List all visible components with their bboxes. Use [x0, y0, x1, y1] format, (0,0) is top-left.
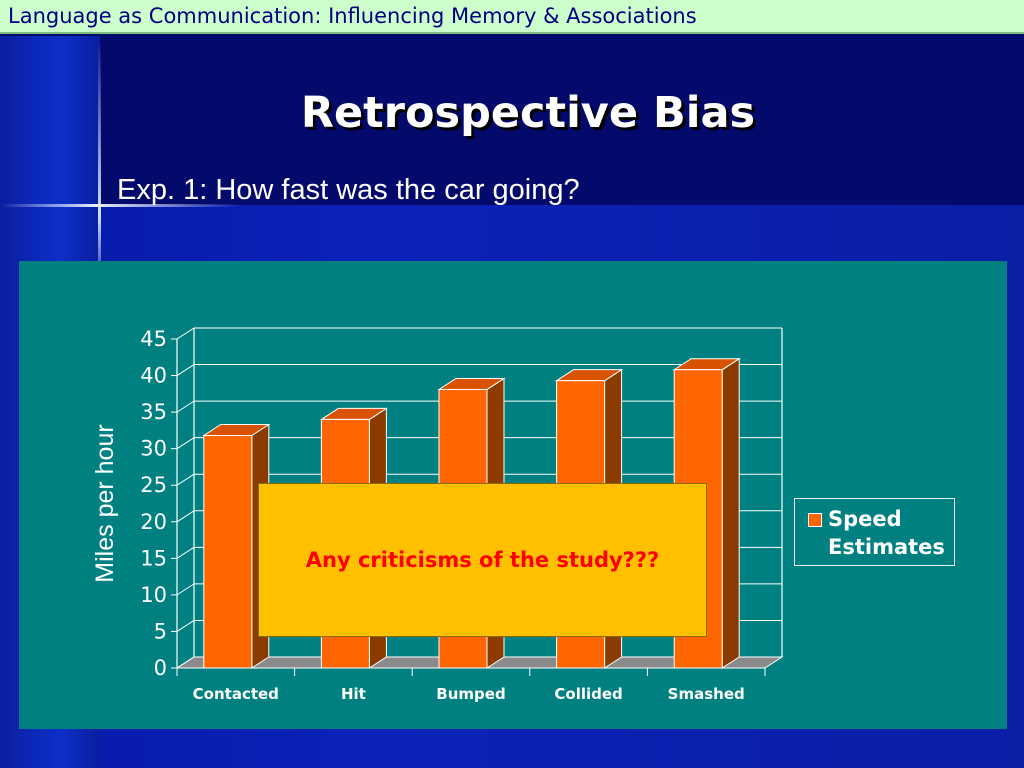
y-tick-label: 45 — [140, 327, 167, 351]
slide-header: Language as Communication: Influencing M… — [0, 0, 1024, 34]
header-text: Language as Communication: Influencing M… — [8, 4, 697, 28]
x-tick-label: Contacted — [193, 685, 279, 703]
bar-side — [721, 357, 740, 669]
y-tick-label: 15 — [140, 546, 167, 570]
gridline-diagonal — [176, 620, 195, 632]
legend-label-speed-estimates: Speed Estimates — [828, 505, 952, 561]
gridline-diagonal — [176, 656, 195, 669]
gridline-diagonal — [176, 510, 195, 523]
gridline-diagonal — [176, 327, 195, 340]
bar — [203, 435, 253, 669]
gridline-diagonal — [176, 400, 195, 413]
light-flare-vertical — [98, 40, 101, 290]
x-tick-label: Hit — [341, 685, 366, 703]
y-tick-label: 20 — [140, 510, 167, 534]
gridline-diagonal — [176, 473, 195, 486]
y-tick-label: 0 — [154, 656, 167, 680]
legend-swatch-speed-estimates — [808, 513, 822, 527]
y-tick-label: 10 — [140, 583, 167, 607]
slide-subtitle: Exp. 1: How fast was the car going? — [117, 174, 580, 206]
y-tick-label: 25 — [140, 473, 167, 497]
gridline-diagonal — [176, 364, 195, 376]
slide-title: Retrospective Bias — [300, 88, 756, 138]
legend-label-line: Speed — [828, 507, 902, 531]
y-tick-label: 30 — [140, 437, 167, 461]
y-axis-label: Miles per hour — [91, 424, 119, 582]
y-tick-label: 5 — [154, 619, 167, 643]
gridline-diagonal — [176, 546, 195, 559]
light-flare-horizontal — [0, 204, 240, 207]
x-tick-label: Collided — [554, 685, 622, 703]
y-tick-label: 40 — [140, 364, 167, 388]
criticism-overlay-box: Any criticisms of the study??? — [258, 483, 707, 637]
chart-legend: Speed Estimates — [794, 498, 955, 566]
x-tick-label: Smashed — [668, 685, 745, 703]
legend-label-line: Estimates — [828, 535, 945, 559]
y-tick-label: 35 — [140, 400, 167, 424]
x-tick-label: Bumped — [436, 685, 505, 703]
gridline-diagonal — [176, 437, 195, 450]
gridline-diagonal — [176, 583, 195, 596]
criticism-overlay-text: Any criticisms of the study??? — [305, 548, 660, 572]
